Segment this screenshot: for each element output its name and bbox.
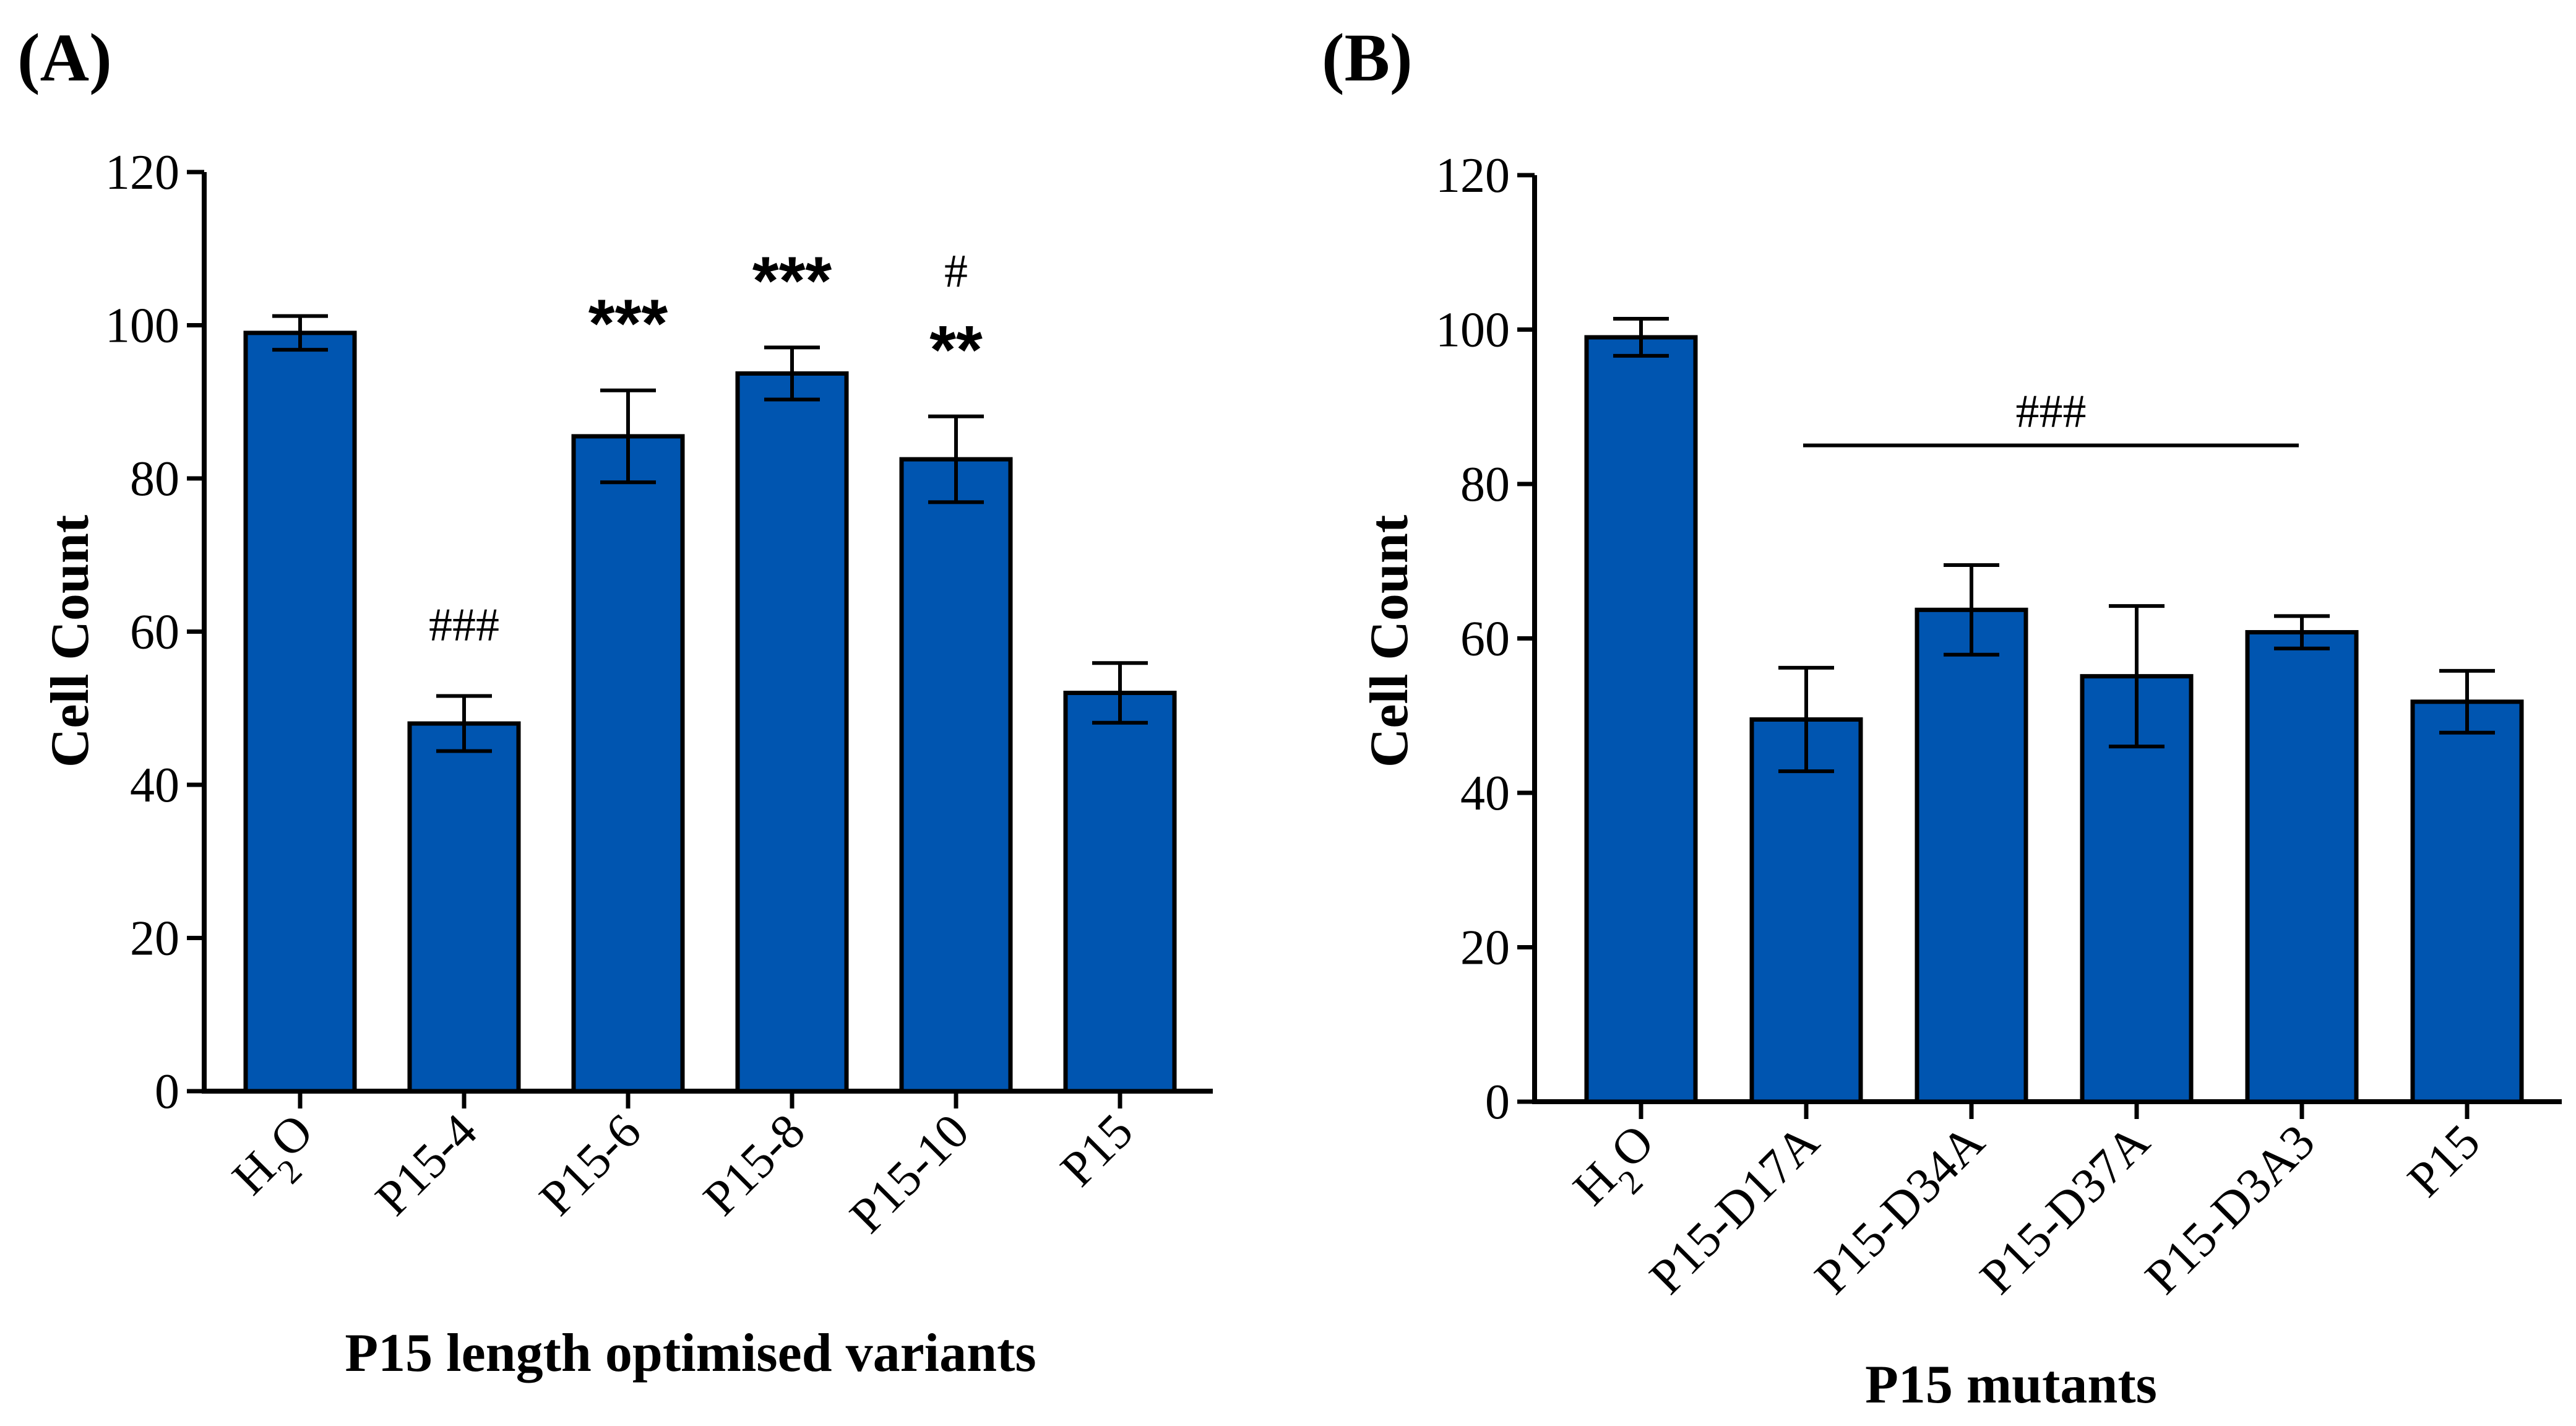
bar-p15-6-a: [571, 434, 685, 1094]
category-label-p15-b: P15: [2397, 1115, 2490, 1208]
bar-p15-10-a: [899, 457, 1013, 1094]
panel-label-b: (B): [1322, 20, 1413, 95]
significance-stars-p15-10: **: [929, 312, 983, 388]
y-tick-label-80-a: 80: [130, 452, 179, 506]
y-tick-label-100-b: 100: [1436, 303, 1510, 358]
plot-area-a: 0 20 40 60 80 100 120 H2O P15-4 P15-6 P15-8 P15-10 P…: [105, 145, 1213, 1243]
category-label-p15-a: P15: [1050, 1104, 1143, 1197]
category-label-p15-d37a-b: P15-D37A: [1970, 1114, 2160, 1305]
category-label-h2o-a: H2O: [222, 1104, 335, 1217]
y-tick-label-120-b: 120: [1436, 149, 1510, 203]
y-axis-title-a: Cell Count: [40, 515, 100, 767]
bar-p15-4-a: [407, 721, 521, 1094]
plot-area-b: 020406080100120H2OP15-D17AP15-D34AP15-D3…: [1436, 149, 2562, 1305]
bar-h2o-b: [1584, 335, 1698, 1104]
significance-bracket-label: ###: [2016, 386, 2087, 438]
category-label-p15-d17a-b: P15-D17A: [1639, 1114, 1830, 1305]
category-label-p15-4-a: P15-4: [365, 1104, 487, 1226]
chart-panel-a: (A) Cell Count P15 length optimised vari…: [17, 20, 1213, 1383]
bar-p15-d34a-b: [1915, 607, 2028, 1104]
bar-p15-a: [1063, 691, 1177, 1094]
category-label-p15-10-a: P15-10: [840, 1104, 980, 1244]
y-tick-label-60-b: 60: [1460, 612, 1510, 667]
significance-hash-p15-4: ###: [429, 598, 499, 650]
bar-p15-d37a-b: [2080, 674, 2194, 1104]
category-label-h2o-b: H2O: [1563, 1115, 1676, 1227]
y-tick-label-120-a: 120: [105, 145, 179, 200]
panel-label-a: (A): [17, 20, 112, 95]
y-tick-label-0-b: 0: [1485, 1075, 1510, 1130]
y-axis-title-b: Cell Count: [1359, 515, 1419, 767]
significance-hash-p15-10: #: [944, 245, 968, 297]
x-axis-title-a: P15 length optimised variants: [345, 1323, 1036, 1383]
bar-p15-d17a-b: [1749, 717, 1863, 1104]
chart-panel-b: (B) Cell Count P15 mutants 0 20 40 60 80 100 1…: [1322, 20, 2562, 1415]
significance-stars-p15-8: ***: [752, 243, 832, 319]
x-axis-title-b: P15 mutants: [1865, 1355, 2157, 1415]
y-tick-label-80-b: 80: [1460, 457, 1510, 512]
category-label-p15-6-a: P15-6: [529, 1104, 651, 1226]
bar-h2o-a: [243, 331, 357, 1094]
bar-p15-8-a: [735, 371, 849, 1094]
y-tick-label-40-a: 40: [130, 758, 179, 813]
y-tick-label-100-a: 100: [105, 299, 179, 353]
y-tick-label-60-a: 60: [130, 605, 179, 660]
category-label-p15-d34a-b: P15-D34A: [1804, 1114, 1995, 1305]
bar-p15-d3a3-b: [2245, 630, 2359, 1104]
y-tick-label-20-b: 20: [1460, 921, 1510, 975]
bar-p15-b: [2410, 699, 2524, 1104]
y-tick-label-0-a: 0: [155, 1065, 179, 1119]
category-label-p15-d3a3-b: P15-D3A3: [2135, 1115, 2325, 1305]
significance-stars-p15-6: ***: [588, 286, 668, 362]
y-tick-label-20-a: 20: [130, 912, 179, 966]
category-label-p15-8-a: P15-8: [693, 1104, 815, 1226]
y-tick-label-40-b: 40: [1460, 766, 1510, 821]
